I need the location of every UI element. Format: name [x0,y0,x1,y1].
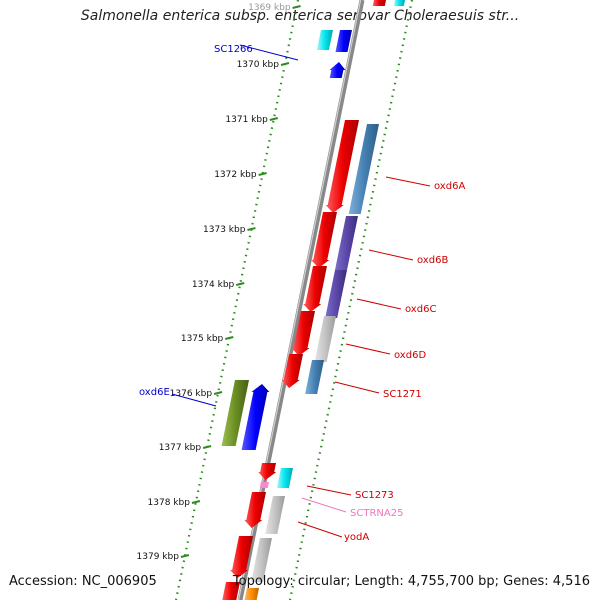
gene-orange-bottom[interactable] [244,588,259,600]
gene-blue-top[interactable] [335,30,353,52]
scale-tick-label: 1375 kbp [181,334,224,344]
gene-red-top[interactable] [372,0,386,6]
scale-tick [236,282,245,286]
gene-oxd6a-protein[interactable] [348,124,379,214]
scale-tick-label: 1372 kbp [214,170,257,180]
scale-tick-label: 1374 kbp [192,280,235,290]
gene-oxd6e-olive[interactable] [221,380,249,446]
gene-oxd6d[interactable] [291,311,316,356]
scale-tick [213,391,223,395]
gene-label-oxd6a[interactable]: oxd6A [434,181,465,192]
scale-tick [292,5,301,9]
gene-label-sc1273[interactable]: SC1273 [355,490,394,501]
scale-tick [258,172,267,176]
gene-oxd6d-protein[interactable] [314,316,336,362]
scale-tick [202,445,212,449]
scale-tick-label: 1369 kbp [248,3,291,13]
scale-tick-label: 1373 kbp [203,225,246,235]
gene-oxd6b-protein[interactable] [335,216,358,270]
gene-cyan-top2[interactable] [393,0,405,6]
inner-dotted-track [174,0,300,600]
gene-red-bottom[interactable] [222,582,240,600]
gene-cyan-top[interactable] [316,30,333,50]
scale-tick [280,62,290,66]
gene-yoda[interactable] [244,492,266,528]
gene-blue-small[interactable] [329,62,346,78]
gene-grey-lower[interactable] [251,538,272,582]
gene-label-oxd6e[interactable]: oxd6E [139,387,170,398]
genome-summary-text: Topology: circular; Length: 4,755,700 bp… [232,574,590,589]
scale-ticks: 1369 kbp 1370 kbp 1371 kbp 1372 kbp 1373 kbp… [137,3,301,562]
scale-tick-label: 1370 kbp [237,60,280,70]
gene-red-lower[interactable] [230,536,253,578]
gene-sc1271[interactable] [281,354,303,388]
scale-tick [225,336,234,340]
outer-dotted-track [288,0,414,600]
scale-tick-label: 1376 kbp [170,389,213,399]
scale-tick [180,554,190,558]
gene-oxd6b[interactable] [311,212,337,268]
gene-yoda-grey[interactable] [265,496,285,534]
scale-tick-label: 1378 kbp [148,498,191,508]
gene-label-oxd6d[interactable]: oxd6D [394,350,426,361]
gene-label-sc1266[interactable]: SC1266 [214,44,253,55]
gene-label-oxd6b[interactable]: oxd6B [417,255,448,266]
gene-oxd6e-blue[interactable] [241,384,270,450]
gene-label-sctrna25[interactable]: SCTRNA25 [350,508,403,519]
scale-tick-label: 1371 kbp [225,115,268,125]
gene-sctrna25[interactable] [259,482,269,488]
scale-tick-label: 1379 kbp [137,552,180,562]
gene-label-yoda[interactable]: yodA [344,532,369,543]
gene-features [221,0,405,600]
genome-title: Salmonella enterica subsp. enterica sero… [80,8,520,24]
gene-label-sc1271[interactable]: SC1271 [383,389,422,400]
scale-tick-label: 1377 kbp [159,443,202,453]
gene-sc1271-protein[interactable] [305,360,324,394]
scale-tick [191,500,201,504]
gene-oxd6c[interactable] [303,266,327,312]
scale-tick [247,227,256,231]
gene-sc1273[interactable] [258,463,277,480]
gene-label-oxd6c[interactable]: oxd6C [405,304,436,315]
gene-oxd6c-protein[interactable] [325,270,347,318]
gene-oxd6a[interactable] [325,120,359,213]
gene-sc1273-cyan[interactable] [276,468,293,488]
accession-text: Accession: NC_006905 [9,574,157,589]
label-leader-lines [171,44,431,538]
scale-tick [269,117,279,121]
